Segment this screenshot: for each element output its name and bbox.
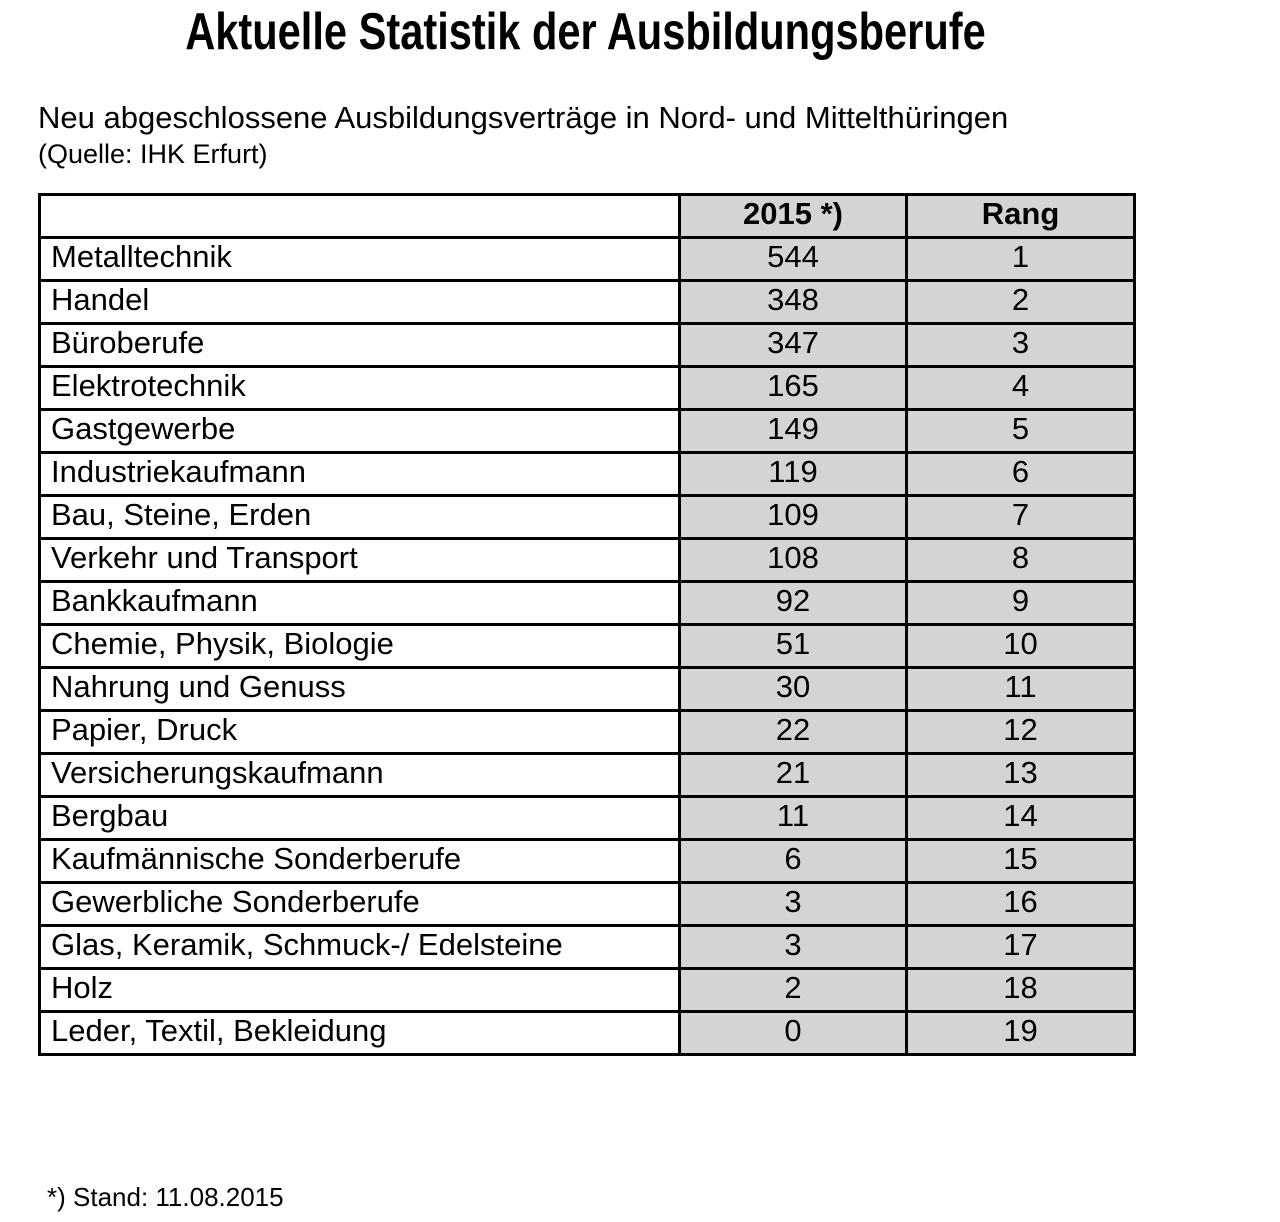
table-row: Verkehr und Transport 108 8 [38, 537, 1136, 583]
row-label: Glas, Keramik, Schmuck-/ Edelsteine [38, 924, 681, 970]
row-value-2015: 348 [678, 279, 908, 325]
row-rank: 3 [905, 322, 1136, 368]
table-row: Bankkaufmann 92 9 [38, 580, 1136, 626]
row-label: Papier, Druck [38, 709, 681, 755]
header-cell-rang: Rang [905, 193, 1136, 239]
row-label: Nahrung und Genuss [38, 666, 681, 712]
footnote: *) Stand: 11.08.2015 [47, 1182, 284, 1212]
row-label: Handel [38, 279, 681, 325]
row-rank: 15 [905, 838, 1136, 884]
row-rank: 19 [905, 1010, 1136, 1056]
table-row: Metalltechnik 544 1 [38, 236, 1136, 282]
source-line: (Quelle: IHK Erfurt) [38, 139, 268, 169]
row-rank: 5 [905, 408, 1136, 454]
table-row: Versicherungskaufmann 21 13 [38, 752, 1136, 798]
table-row: Handel 348 2 [38, 279, 1136, 325]
row-rank: 9 [905, 580, 1136, 626]
table-row: Leder, Textil, Bekleidung 0 19 [38, 1010, 1136, 1056]
row-label: Leder, Textil, Bekleidung [38, 1010, 681, 1056]
row-label: Bankkaufmann [38, 580, 681, 626]
row-rank: 14 [905, 795, 1136, 841]
table-row: Holz 2 18 [38, 967, 1136, 1013]
row-label: Industriekaufmann [38, 451, 681, 497]
row-label: Holz [38, 967, 681, 1013]
table-body: Metalltechnik 544 1 Handel 348 2 Bürober… [38, 236, 1136, 1056]
table-row: Bau, Steine, Erden 109 7 [38, 494, 1136, 540]
row-value-2015: 11 [678, 795, 908, 841]
table-row: Chemie, Physik, Biologie 51 10 [38, 623, 1136, 669]
table-row: Gewerbliche Sonderberufe 3 16 [38, 881, 1136, 927]
row-rank: 4 [905, 365, 1136, 411]
row-label: Büroberufe [38, 322, 681, 368]
row-value-2015: 165 [678, 365, 908, 411]
page-title: Aktuelle Statistik der Ausbildungsberufe [185, 3, 986, 61]
row-value-2015: 544 [678, 236, 908, 282]
table-row: Bergbau 11 14 [38, 795, 1136, 841]
table-row: Elektrotechnik 165 4 [38, 365, 1136, 411]
row-rank: 1 [905, 236, 1136, 282]
table-row: Nahrung und Genuss 30 11 [38, 666, 1136, 712]
row-rank: 6 [905, 451, 1136, 497]
row-value-2015: 109 [678, 494, 908, 540]
row-label: Gastgewerbe [38, 408, 681, 454]
row-value-2015: 51 [678, 623, 908, 669]
row-value-2015: 6 [678, 838, 908, 884]
row-label: Versicherungskaufmann [38, 752, 681, 798]
row-value-2015: 0 [678, 1010, 908, 1056]
table-row: Gastgewerbe 149 5 [38, 408, 1136, 454]
row-value-2015: 30 [678, 666, 908, 712]
table-row: Kaufmännische Sonderberufe 6 15 [38, 838, 1136, 884]
row-value-2015: 149 [678, 408, 908, 454]
header-cell-2015: 2015 *) [678, 193, 908, 239]
row-label: Elektrotechnik [38, 365, 681, 411]
header-row: 2015 *) Rang [38, 193, 1136, 239]
row-value-2015: 119 [678, 451, 908, 497]
table-row: Industriekaufmann 119 6 [38, 451, 1136, 497]
row-value-2015: 108 [678, 537, 908, 583]
row-label: Kaufmännische Sonderberufe [38, 838, 681, 884]
row-rank: 10 [905, 623, 1136, 669]
row-rank: 8 [905, 537, 1136, 583]
subtitle: Neu abgeschlossene Ausbildungsverträge i… [38, 100, 1009, 135]
row-label: Metalltechnik [38, 236, 681, 282]
table-row: Büroberufe 347 3 [38, 322, 1136, 368]
row-value-2015: 347 [678, 322, 908, 368]
header-cell-category [38, 193, 681, 239]
row-label: Bergbau [38, 795, 681, 841]
row-rank: 18 [905, 967, 1136, 1013]
row-rank: 11 [905, 666, 1136, 712]
row-rank: 16 [905, 881, 1136, 927]
row-value-2015: 22 [678, 709, 908, 755]
row-value-2015: 21 [678, 752, 908, 798]
table-row: Papier, Druck 22 12 [38, 709, 1136, 755]
row-label: Bau, Steine, Erden [38, 494, 681, 540]
statistics-table: 2015 *) Rang Metalltechnik 544 1 Handel … [38, 193, 1136, 1056]
row-value-2015: 92 [678, 580, 908, 626]
row-rank: 17 [905, 924, 1136, 970]
row-value-2015: 3 [678, 924, 908, 970]
row-value-2015: 3 [678, 881, 908, 927]
row-rank: 12 [905, 709, 1136, 755]
row-rank: 7 [905, 494, 1136, 540]
row-label: Verkehr und Transport [38, 537, 681, 583]
row-label: Gewerbliche Sonderberufe [38, 881, 681, 927]
row-value-2015: 2 [678, 967, 908, 1013]
row-rank: 2 [905, 279, 1136, 325]
row-rank: 13 [905, 752, 1136, 798]
table-row: Glas, Keramik, Schmuck-/ Edelsteine 3 17 [38, 924, 1136, 970]
row-label: Chemie, Physik, Biologie [38, 623, 681, 669]
